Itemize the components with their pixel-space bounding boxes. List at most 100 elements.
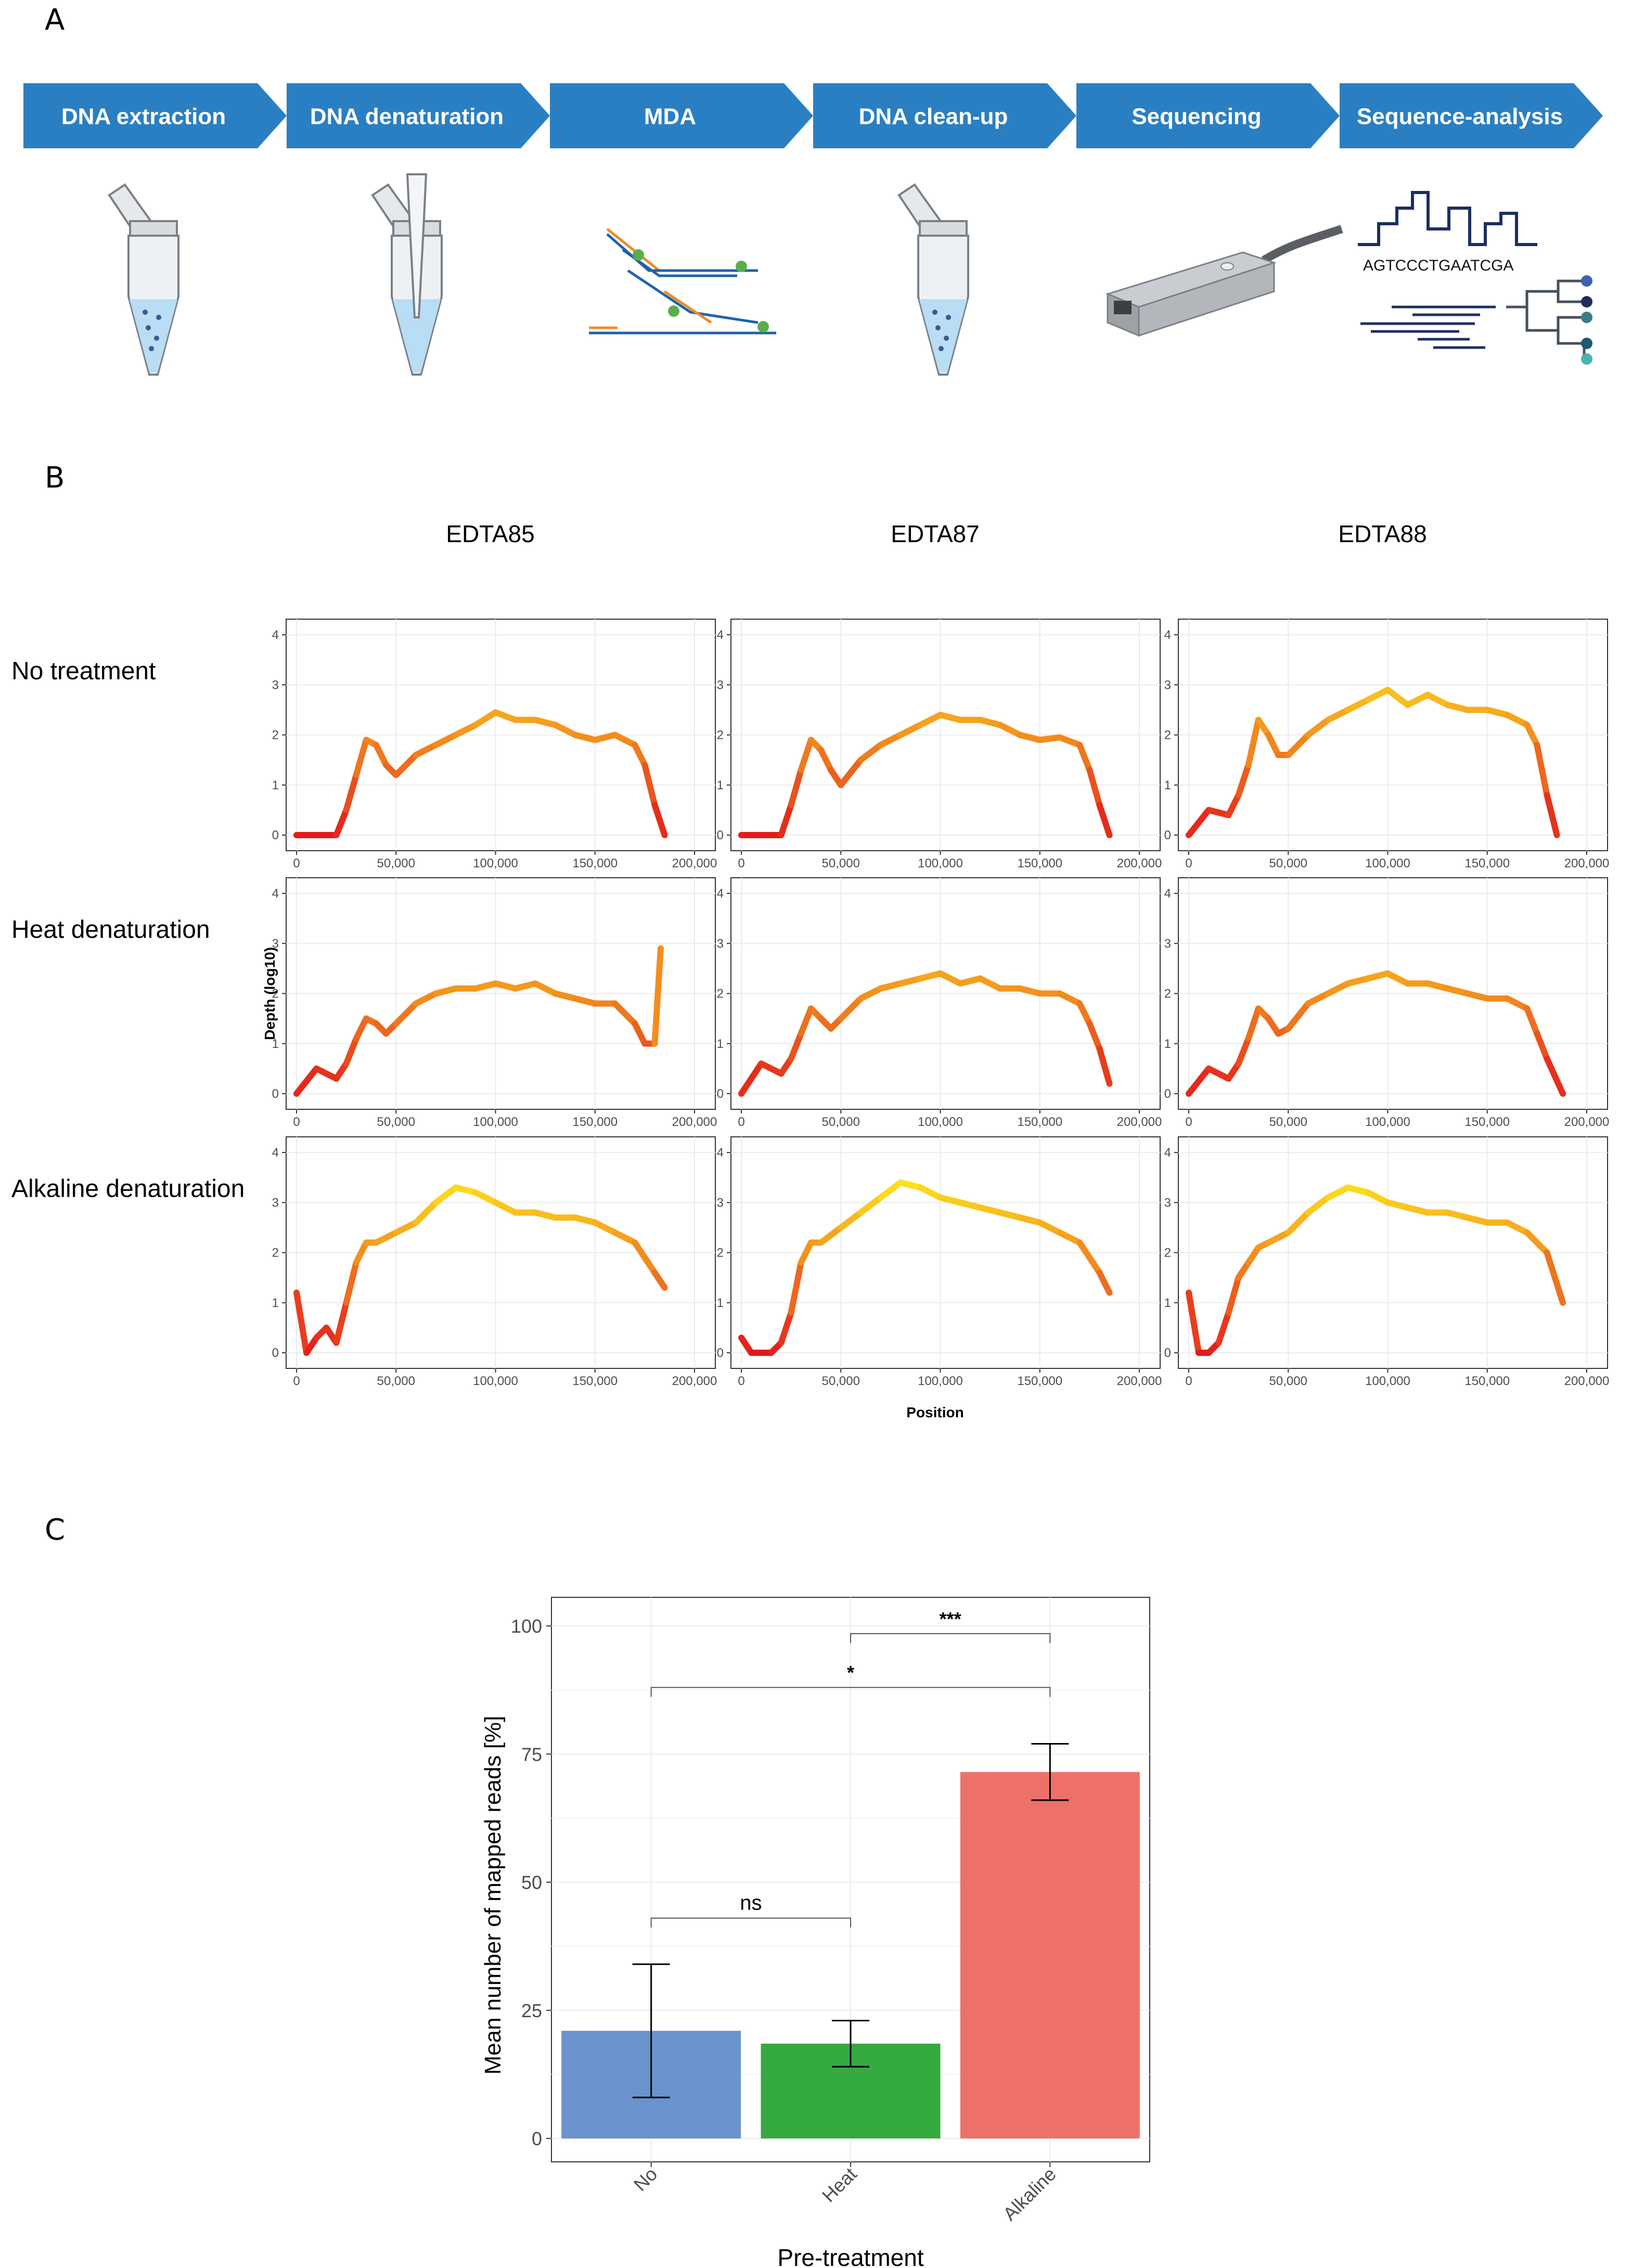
coverage-trace-segment	[1017, 732, 1043, 744]
x-axis-title: Pre-treatment	[777, 2244, 923, 2268]
y-axis-title: Depth (log10)	[262, 947, 278, 1040]
coverage-trace-segment	[1384, 970, 1411, 987]
x-tick-label: 150,000	[1464, 1115, 1510, 1129]
tube-liquid	[393, 299, 441, 373]
coverage-trace-segment	[492, 1199, 519, 1216]
coverage-trace-segment	[1325, 980, 1351, 997]
coverage-trace-segment	[472, 1189, 499, 1206]
coverage-panel: 0 50,000 100,000 150,000 200,000 0 1 2 3 4	[717, 877, 1162, 1129]
coverage-trace-segment	[1404, 691, 1431, 708]
x-tick-label: 100,000	[918, 856, 963, 870]
y-tick-label: 1	[1164, 778, 1171, 792]
coverage-trace-segment	[937, 712, 963, 723]
coverage-trace-segment	[917, 1184, 944, 1201]
x-tick-label: 100,000	[918, 1374, 963, 1388]
coverage-trace-segment	[651, 802, 668, 838]
coverage-trace-segment	[877, 732, 904, 748]
coverage-trace-segment	[492, 980, 519, 992]
y-tick-label: 1	[717, 778, 724, 792]
dna-fragment	[143, 310, 148, 315]
coverage-trace-segment	[1305, 990, 1331, 1007]
coverage-trace-segment	[1484, 707, 1510, 718]
coverage-trace-segment	[532, 716, 559, 728]
x-tick-label: 200,000	[1564, 856, 1610, 870]
coverage-trace-segment	[1235, 1035, 1252, 1067]
coverage-trace-segment	[1424, 980, 1451, 992]
coverage-trace-segment	[818, 1224, 844, 1246]
coverage-trace-segment	[788, 1259, 804, 1316]
new-strand	[606, 233, 758, 272]
workflow-step-label: DNA extraction	[61, 104, 226, 130]
coverage-trace-segment	[917, 712, 944, 728]
coverage-trace-segment	[1325, 1184, 1351, 1201]
coverage-trace-segment	[612, 1000, 638, 1027]
y-tick-label: 3	[1164, 1196, 1171, 1210]
coverage-trace-segment	[1504, 1219, 1531, 1236]
y-tick-label: 1	[272, 778, 279, 792]
coverage-trace-segment	[572, 995, 598, 1007]
y-tick-label: 4	[272, 1146, 279, 1160]
significance-bracket	[650, 1687, 1051, 1697]
coverage-trace-segment	[1057, 990, 1083, 1007]
mda-strands-icon	[589, 228, 776, 335]
tree-node	[1581, 275, 1592, 287]
coverage-trace-segment	[1205, 1065, 1232, 1082]
coverage-trace-segment	[1076, 741, 1093, 773]
coverage-trace-segment	[1305, 1194, 1331, 1216]
y-tick-label: 0	[1164, 1087, 1171, 1101]
x-tick-label: 0	[1185, 1374, 1192, 1388]
x-axis-title: Position	[906, 1404, 963, 1420]
coverage-trace-segment	[632, 1020, 648, 1047]
y-tick-label: 4	[717, 1146, 724, 1160]
coverage-trace-segment	[393, 752, 419, 778]
coverage-trace-segment	[1365, 686, 1391, 703]
tube-cap	[919, 220, 968, 237]
workflow-step-label: MDA	[644, 104, 696, 130]
y-tick-label: 3	[272, 937, 279, 951]
coverage-trace-segment	[857, 985, 884, 1002]
coverage-trace-segment	[432, 985, 459, 997]
y-tick-label: 4	[1164, 1146, 1171, 1160]
coverage-panel: 0 50,000 100,000 150,000 200,000 0 1 2 3 4	[272, 877, 717, 1129]
workflow-step-arrow	[287, 83, 550, 148]
y-tick-label: 4	[1164, 887, 1171, 901]
coverage-trace-segment	[1096, 802, 1113, 838]
coverage-trace-segment	[997, 722, 1023, 738]
primer	[606, 228, 660, 272]
x-tick-label: 50,000	[822, 1115, 860, 1129]
sequencer-port	[1114, 301, 1132, 314]
coverage-trace-segment	[343, 1259, 359, 1306]
coverage-trace-segment	[453, 1184, 479, 1196]
coverage-trace-segment	[1235, 762, 1252, 798]
y-tick-label: 0	[532, 2128, 542, 2149]
coverage-trace-segment	[857, 1194, 884, 1216]
y-tick-label: 2	[717, 1246, 724, 1260]
coverage-trace-segment	[1345, 1184, 1371, 1196]
coverage-trace-segment	[393, 1219, 419, 1236]
significance-label: ***	[940, 1608, 961, 1630]
coverage-trace-segment	[293, 1289, 310, 1356]
coverage-trace-segment	[977, 716, 1004, 728]
dna-fragment	[156, 315, 161, 320]
dna-fragment	[935, 325, 941, 330]
panel-label-b: B	[45, 461, 65, 495]
workflow-step-label: Sequencing	[1132, 104, 1261, 130]
coverage-panel: 0 50,000 100,000 150,000 200,000 0 1 2 3 4	[717, 619, 1162, 870]
x-tick-label: 50,000	[1269, 856, 1307, 870]
coverage-trace-segment	[1325, 707, 1351, 723]
workflow-diagram: DNA extraction DNA denaturation MDA DNA cle…	[23, 83, 1603, 376]
dna-fragment	[939, 346, 944, 351]
coverage-trace-segment	[1365, 1189, 1391, 1206]
y-tick-label: 0	[272, 1087, 279, 1101]
coverage-trace-segment	[798, 737, 814, 773]
coverage-panel: 0 50,000 100,000 150,000 200,000 0 1 2 3 4	[1164, 877, 1609, 1129]
coverage-trace-segment	[997, 1209, 1023, 1221]
coverage-trace-segment	[532, 1209, 559, 1221]
coverage-trace-segment	[1225, 792, 1242, 818]
dna-fragment	[932, 310, 937, 315]
workflow-step-label: DNA clean-up	[859, 104, 1008, 130]
workflow-step-arrow	[813, 83, 1076, 148]
x-tick-label: 50,000	[822, 1374, 860, 1388]
coverage-trace-segment	[897, 1179, 924, 1191]
workflow-step-arrow	[23, 83, 287, 148]
